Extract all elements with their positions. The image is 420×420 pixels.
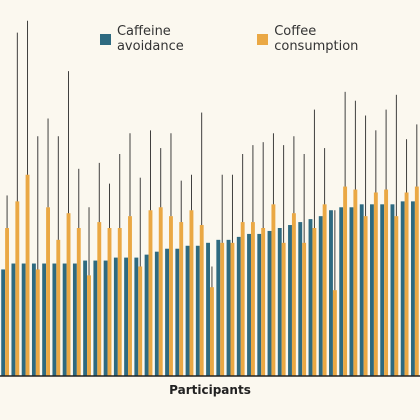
bar-caffeine-avoidance-28	[277, 228, 282, 376]
bar-coffee-consumption-28	[281, 242, 286, 376]
bar-coffee-consumption-4	[35, 269, 40, 376]
bar-caffeine-avoidance-35	[349, 207, 354, 376]
bar-coffee-consumption-32	[322, 204, 327, 376]
bar-coffee-consumption-31	[312, 228, 317, 376]
bar-caffeine-avoidance-13	[124, 257, 129, 376]
bar-caffeine-avoidance-12	[113, 257, 118, 376]
bar-caffeine-avoidance-19	[185, 245, 190, 376]
legend-label-caffeine-avoidance: Caffeine avoidance	[116, 24, 184, 54]
bar-coffee-consumption-18	[179, 222, 184, 376]
bar-coffee-consumption-26	[261, 228, 266, 376]
bar-caffeine-avoidance-11	[103, 260, 108, 376]
bar-coffee-consumption-19	[189, 210, 194, 376]
bar-caffeine-avoidance-14	[134, 257, 139, 376]
bar-coffee-consumption-34	[343, 186, 348, 376]
bar-caffeine-avoidance-25	[247, 233, 251, 376]
bar-caffeine-avoidance-26	[257, 233, 262, 376]
bar-caffeine-avoidance-33	[329, 210, 333, 376]
bar-coffee-consumption-5	[46, 207, 50, 376]
bar-coffee-consumption-35	[353, 189, 358, 376]
bar-coffee-consumption-23	[230, 242, 235, 376]
bar-caffeine-avoidance-10	[93, 260, 98, 376]
bar-caffeine-avoidance-40	[400, 201, 405, 376]
bar-coffee-consumption-17	[169, 216, 173, 376]
bar-caffeine-avoidance-32	[318, 216, 323, 376]
bar-caffeine-avoidance-39	[390, 204, 395, 376]
bar-caffeine-avoidance-2	[11, 263, 16, 376]
bar-coffee-consumption-12	[117, 228, 122, 376]
bar-caffeine-avoidance-7	[62, 263, 67, 376]
bar-caffeine-avoidance-9	[83, 260, 88, 376]
bar-coffee-consumption-27	[271, 204, 276, 376]
bar-coffee-consumption-38	[384, 189, 389, 376]
bar-caffeine-avoidance-38	[380, 204, 385, 376]
bar-caffeine-avoidance-4	[31, 263, 36, 376]
bar-caffeine-avoidance-16	[154, 251, 159, 376]
bar-coffee-consumption-29	[291, 213, 296, 376]
bar-coffee-consumption-25	[250, 222, 255, 376]
x-axis-label: Participants	[169, 383, 251, 397]
bar-caffeine-avoidance-36	[359, 204, 364, 376]
bar-coffee-consumption-21	[210, 287, 214, 376]
bar-caffeine-avoidance-17	[165, 248, 170, 376]
bar-caffeine-avoidance-1	[1, 269, 6, 376]
legend-item-caffeine-avoidance: Caffeine avoidance	[100, 24, 241, 54]
bar-caffeine-avoidance-27	[267, 230, 272, 376]
bar-coffee-consumption-9	[87, 275, 91, 376]
bar-coffee-consumption-24	[240, 222, 245, 376]
bar-coffee-consumption-16	[158, 207, 163, 376]
bar-coffee-consumption-37	[373, 192, 378, 376]
bar-caffeine-avoidance-8	[72, 263, 77, 376]
bar-coffee-consumption-40	[404, 192, 409, 376]
bar-caffeine-avoidance-30	[298, 222, 303, 376]
bar-caffeine-avoidance-5	[42, 263, 47, 376]
bar-coffee-consumption-11	[107, 228, 112, 376]
legend-swatch-caffeine-avoidance	[100, 33, 111, 45]
bar-caffeine-avoidance-31	[308, 219, 313, 376]
legend-swatch-coffee-consumption	[257, 33, 269, 45]
bar-caffeine-avoidance-23	[226, 239, 231, 376]
bar-coffee-consumption-8	[76, 228, 81, 376]
bar-caffeine-avoidance-37	[370, 204, 374, 376]
bar-coffee-consumption-7	[66, 213, 71, 376]
bar-caffeine-avoidance-41	[410, 201, 415, 376]
bar-caffeine-avoidance-6	[52, 263, 57, 376]
bar-coffee-consumption-3	[25, 174, 30, 376]
bar-coffee-consumption-2	[15, 201, 20, 376]
bar-coffee-consumption-6	[56, 239, 61, 376]
legend-label-coffee-consumption: Coffee consumption	[274, 24, 359, 54]
legend-item-coffee-consumption: Coffee consumption	[257, 24, 404, 54]
bar-coffee-consumption-39	[394, 216, 399, 376]
bar-coffee-consumption-36	[363, 216, 368, 376]
bar-coffee-consumption-30	[302, 242, 307, 376]
bar-caffeine-avoidance-15	[144, 254, 149, 376]
bar-coffee-consumption-22	[220, 242, 225, 376]
bar-coffee-consumption-20	[199, 225, 204, 376]
bar-caffeine-avoidance-21	[206, 242, 210, 376]
bar-coffee-consumption-1	[5, 228, 10, 376]
bar-caffeine-avoidance-20	[195, 245, 200, 376]
bar-coffee-consumption-15	[148, 210, 153, 376]
bar-caffeine-avoidance-24	[236, 236, 241, 376]
bar-caffeine-avoidance-18	[175, 248, 180, 376]
bar-caffeine-avoidance-34	[339, 207, 344, 376]
bar-coffee-consumption-33	[332, 290, 337, 376]
bar-coffee-consumption-41	[414, 186, 419, 376]
bar-caffeine-avoidance-29	[288, 225, 292, 376]
bar-caffeine-avoidance-3	[21, 263, 26, 376]
bar-coffee-consumption-13	[128, 216, 132, 376]
bar-caffeine-avoidance-22	[216, 239, 221, 376]
chart-legend: Caffeine avoidance Coffee consumption	[100, 24, 420, 54]
bar-coffee-consumption-14	[138, 266, 143, 376]
bar-coffee-consumption-10	[97, 222, 102, 376]
